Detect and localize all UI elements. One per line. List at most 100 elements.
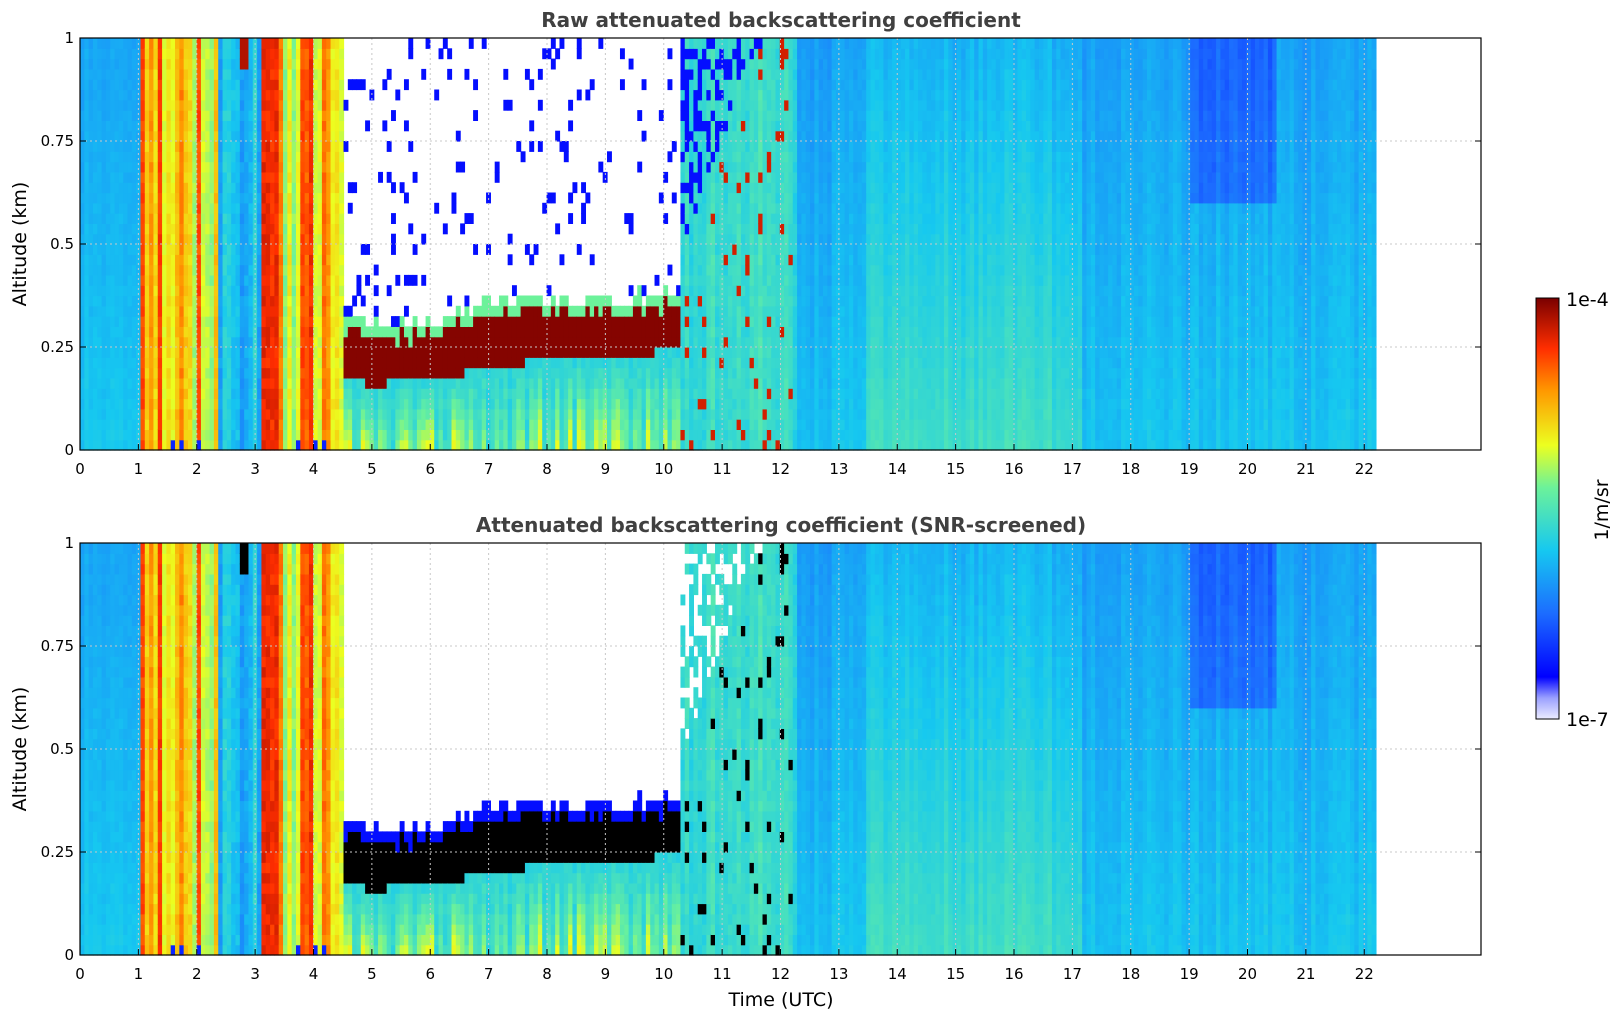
heatmap-cell (321, 182, 327, 194)
heatmap-cell (524, 429, 530, 441)
heatmap-cell (403, 408, 409, 420)
heatmap-cell (317, 254, 323, 266)
heatmap-cell (814, 398, 820, 410)
heatmap-cell (339, 254, 345, 266)
heatmap-cell (308, 79, 314, 91)
heatmap-cell (602, 305, 608, 317)
heatmap-cell (270, 316, 275, 327)
heatmap-cell (347, 79, 353, 91)
heatmap-cell (140, 388, 146, 400)
heatmap-cell (723, 68, 729, 80)
heatmap-cell (175, 48, 180, 60)
heatmap-cell (619, 388, 625, 400)
heatmap-cell (304, 213, 310, 224)
heatmap-cell (715, 130, 720, 142)
heatmap-cell (140, 120, 146, 132)
heatmap-cell (516, 336, 522, 348)
heatmap-cell (494, 419, 500, 430)
heatmap-cell (127, 171, 133, 183)
heatmap-cell (792, 68, 798, 80)
heatmap-cell (261, 244, 267, 255)
heatmap-cell (619, 79, 625, 91)
heatmap-cell (658, 326, 664, 338)
heatmap-cell (494, 357, 500, 369)
heatmap-cell (140, 110, 146, 121)
heatmap-cell (170, 89, 176, 101)
heatmap-cell (710, 419, 716, 430)
heatmap-cell (745, 223, 751, 235)
heatmap-cell (334, 408, 340, 420)
heatmap-cell (157, 79, 163, 91)
heatmap-cell (235, 213, 241, 224)
heatmap-cell (334, 244, 340, 255)
heatmap-cell (136, 130, 142, 142)
heatmap-cell (779, 429, 785, 441)
heatmap-cell (455, 377, 461, 389)
heatmap-cell (369, 357, 375, 369)
heatmap-cell (805, 295, 811, 307)
heatmap-cell (749, 264, 755, 276)
heatmap-cell (270, 347, 275, 358)
heatmap-cell (84, 182, 90, 194)
heatmap-cell (304, 79, 310, 91)
heatmap-cell (771, 38, 777, 49)
heatmap-cell (308, 316, 314, 327)
heatmap-cell (412, 377, 418, 389)
heatmap-cell (762, 367, 768, 379)
heatmap-cell (339, 48, 345, 60)
heatmap-cell (689, 213, 694, 224)
heatmap-cell (814, 48, 820, 60)
heatmap-cell (758, 398, 764, 410)
heatmap-cell (779, 48, 785, 60)
heatmap-cell (758, 130, 764, 142)
heatmap-cell (157, 58, 163, 70)
heatmap-cell (503, 347, 509, 358)
heatmap-cell (183, 419, 189, 430)
heatmap-cell (702, 357, 707, 369)
heatmap-cell (378, 398, 383, 410)
heatmap-cell (321, 89, 327, 101)
heatmap-cell (157, 408, 163, 420)
heatmap-cell (429, 336, 435, 348)
heatmap-cell (810, 429, 815, 441)
heatmap-cell (503, 99, 509, 111)
heatmap-cell (542, 377, 548, 389)
heatmap-cell (805, 161, 811, 173)
heatmap-cell (200, 285, 206, 297)
heatmap-cell (183, 295, 189, 307)
heatmap-cell (775, 130, 781, 142)
heatmap-cell (131, 347, 137, 358)
heatmap-cell (689, 398, 694, 410)
heatmap-cell (386, 285, 392, 297)
heatmap-cell (386, 326, 392, 338)
heatmap-cell (80, 408, 85, 420)
heatmap-cell (334, 171, 340, 183)
heatmap-cell (304, 316, 310, 327)
heatmap-cell (339, 79, 345, 91)
heatmap-cell (455, 326, 461, 338)
heatmap-cell (218, 326, 224, 338)
heatmap-cell (88, 398, 94, 410)
heatmap-cell (183, 58, 189, 70)
heatmap-cell (118, 68, 124, 80)
heatmap-cell (689, 419, 694, 430)
heatmap-cell (196, 367, 202, 379)
heatmap-cell (745, 377, 751, 389)
heatmap-cell (710, 141, 716, 152)
heatmap-cell (291, 377, 297, 389)
heatmap-cell (706, 244, 712, 255)
heatmap-cell (373, 264, 379, 276)
heatmap-cell (654, 398, 660, 410)
heatmap-cell (598, 357, 604, 369)
heatmap-cell (715, 110, 720, 121)
heatmap-cell (447, 48, 453, 60)
heatmap-cell (265, 429, 271, 441)
heatmap-cell (205, 367, 211, 379)
heatmap-cell (313, 223, 319, 235)
heatmap-cell (715, 68, 720, 80)
heatmap-cell (313, 347, 319, 358)
heatmap-cell (317, 357, 323, 369)
heatmap-cell (274, 367, 280, 379)
heatmap-cell (697, 223, 703, 235)
heatmap-cell (162, 161, 167, 173)
